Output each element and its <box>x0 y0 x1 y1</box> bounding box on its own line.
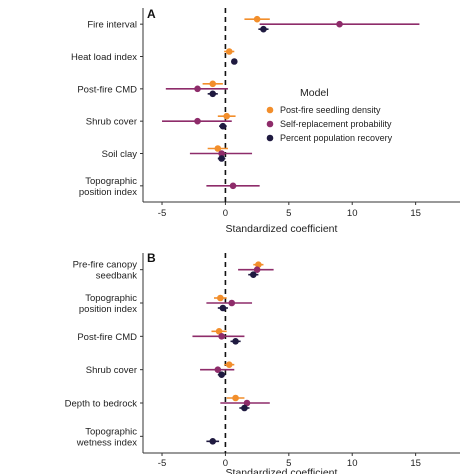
legend-swatch <box>266 134 274 142</box>
category-label: Pre-fire canopy <box>73 260 138 271</box>
category-label: Heat load index <box>71 52 137 63</box>
category-label: seedbank <box>96 271 137 282</box>
category-label: Topographic <box>85 426 137 437</box>
category-label: Shrub cover <box>86 365 137 376</box>
legend-item-label: Self-replacement probability <box>280 119 392 129</box>
panel-b: B -5 0 5 10 15 Standardized coefficient Pre-fir… <box>65 251 460 474</box>
category-label: Shrub cover <box>86 117 137 128</box>
x-axis-title: Standardized coefficient <box>226 223 338 235</box>
legend-title: Model <box>300 87 329 99</box>
data-point <box>218 333 225 340</box>
x-tick-label: 15 <box>410 458 421 469</box>
category-label: position index <box>79 304 137 315</box>
data-point <box>218 155 225 162</box>
data-point <box>232 338 239 345</box>
data-point <box>230 58 238 65</box>
category-label: Topographic <box>85 176 137 187</box>
x-tick-label: 15 <box>410 208 421 219</box>
panel-label: B <box>147 251 156 265</box>
category-label: position index <box>79 187 137 198</box>
data-point <box>194 117 201 125</box>
data-point <box>225 361 233 368</box>
category-label: Depth to bedrock <box>65 399 138 410</box>
panel-label: A <box>147 7 156 21</box>
x-tick-label: -5 <box>158 458 166 469</box>
data-point <box>194 85 201 93</box>
x-tick-label: 0 <box>223 458 228 469</box>
data-point <box>241 404 248 412</box>
data-point <box>209 438 217 445</box>
data-point <box>219 122 227 130</box>
legend-item-label: Post-fire seedling density <box>280 105 381 115</box>
x-tick-label: 10 <box>347 208 358 219</box>
data-point <box>228 299 236 307</box>
data-point <box>250 271 257 278</box>
data-point <box>209 90 217 98</box>
category-label: Post-fire CMD <box>77 332 137 343</box>
data-point <box>255 261 262 268</box>
data-point <box>229 182 237 190</box>
category-label: Topographic <box>85 293 137 304</box>
x-tick-label: 0 <box>223 208 228 219</box>
data-point <box>214 145 222 152</box>
data-point <box>217 294 224 302</box>
data-point <box>253 266 261 273</box>
data-point <box>214 366 222 373</box>
data-point <box>243 399 251 407</box>
x-axis-title: Standardized coefficient <box>226 467 338 474</box>
legend: Model Post-fire seedling density Self-repl… <box>266 87 393 143</box>
data-point <box>215 328 223 335</box>
data-point <box>218 371 225 378</box>
x-tick-label: -5 <box>158 208 166 219</box>
category-label: Post-fire CMD <box>77 84 137 95</box>
data-point <box>218 150 225 157</box>
legend-swatch <box>266 120 274 128</box>
data-point <box>253 15 261 23</box>
panel-a: A -5 0 5 10 15 Standardized coefficient Fire in… <box>71 7 460 235</box>
data-point <box>219 304 227 312</box>
data-point <box>209 80 217 88</box>
data-point <box>232 394 239 402</box>
x-tick-label: 10 <box>347 458 358 469</box>
category-label: Soil clay <box>102 149 138 160</box>
data-point <box>260 25 267 33</box>
legend-item-label: Percent population recovery <box>280 133 393 143</box>
category-label: wetness index <box>76 437 137 448</box>
data-point <box>225 48 233 55</box>
data-point <box>336 20 343 28</box>
x-tick-label: 5 <box>286 208 291 219</box>
category-label: Fire interval <box>87 20 137 31</box>
legend-swatch <box>266 106 274 114</box>
data-point <box>223 112 230 120</box>
x-tick-label: 5 <box>286 458 291 469</box>
